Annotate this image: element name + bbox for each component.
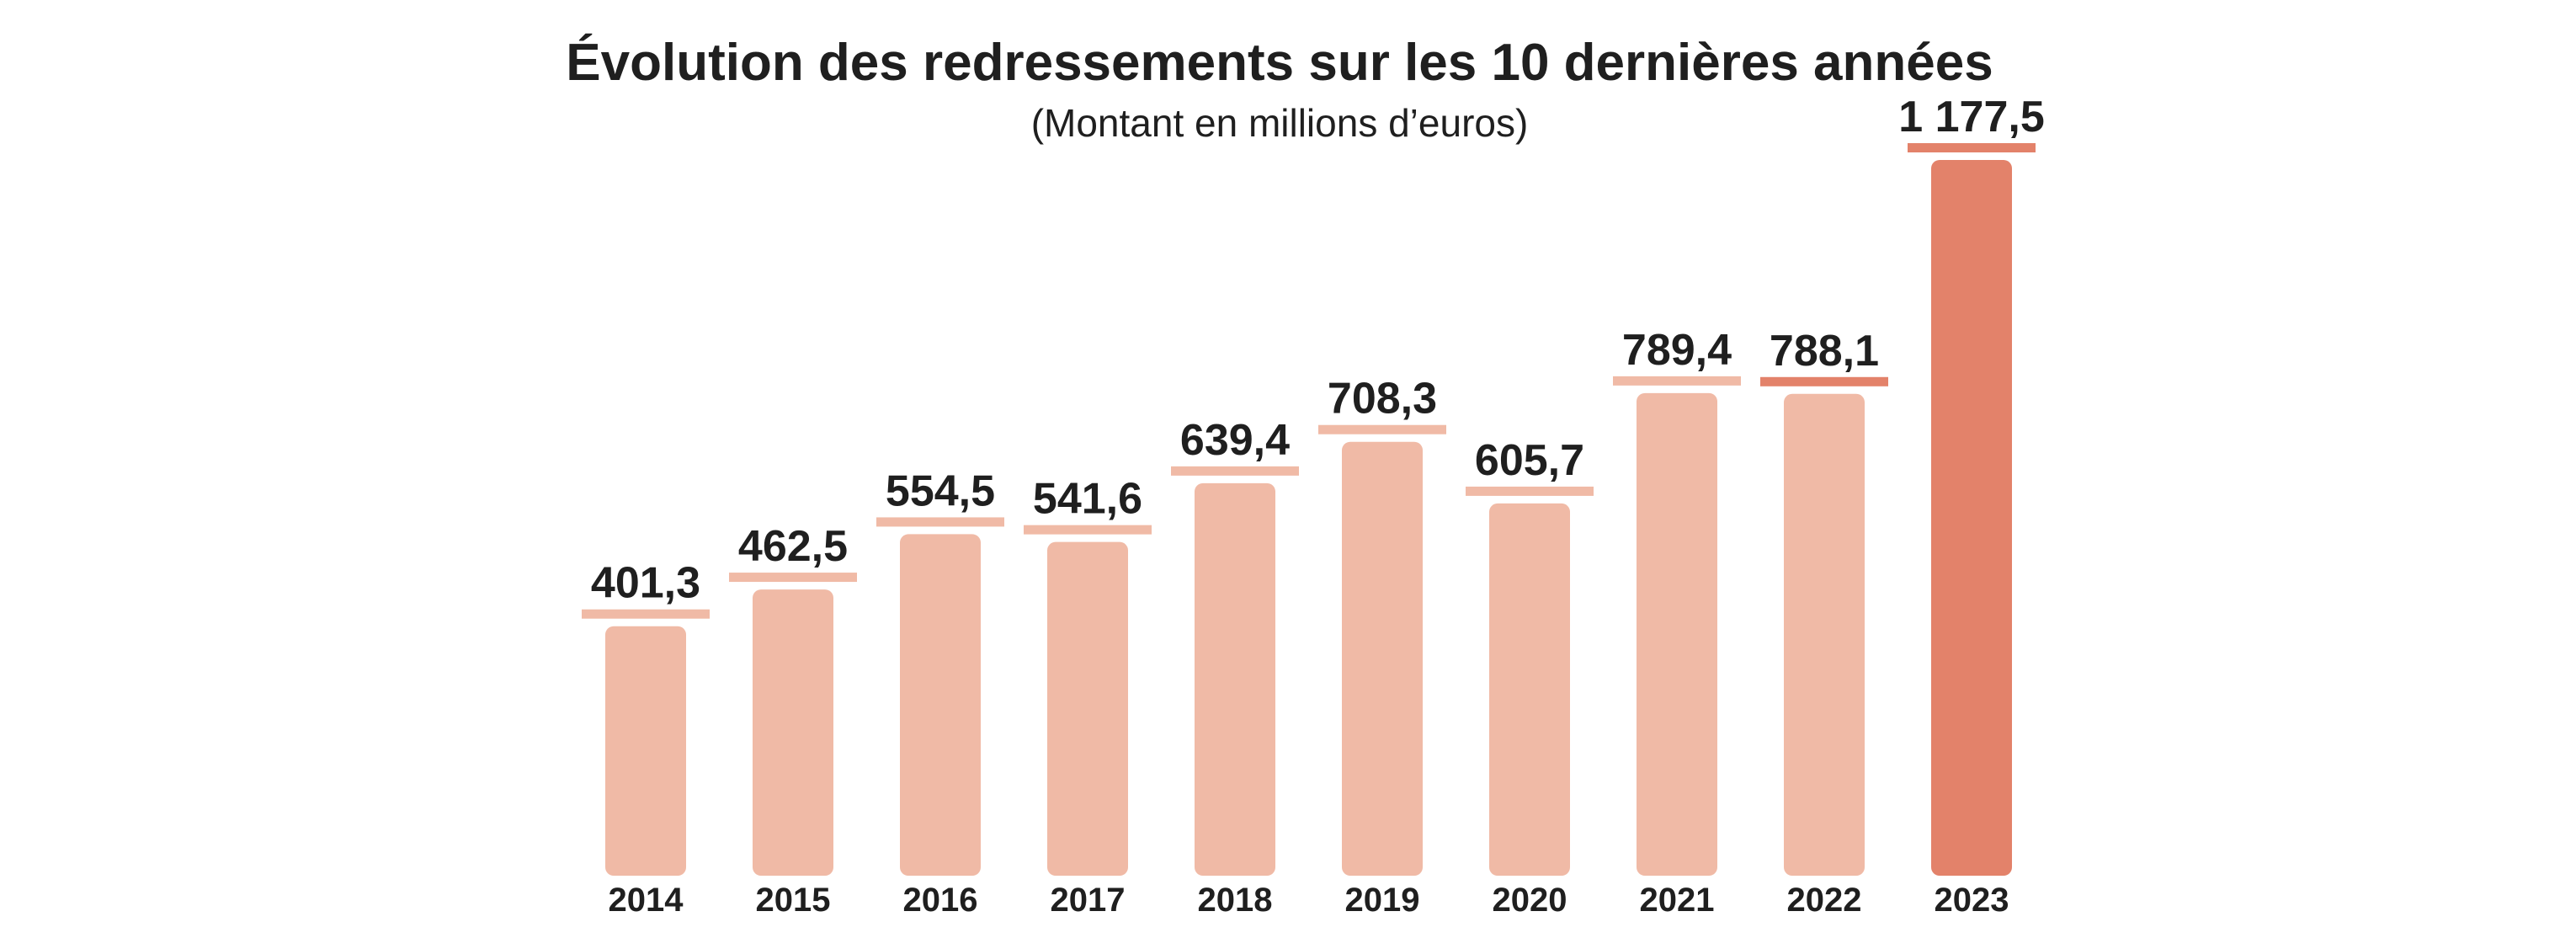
bar-2020 — [1489, 503, 1570, 876]
x-tick-label-2020: 2020 — [1493, 882, 1567, 919]
x-tick-label-2014: 2014 — [609, 882, 684, 919]
x-tick-label-2022: 2022 — [1787, 882, 1862, 919]
value-underline-2016 — [876, 517, 1004, 527]
value-underline-2019 — [1318, 424, 1446, 434]
x-tick-label-2016: 2016 — [903, 882, 978, 919]
x-tick-label-2018: 2018 — [1198, 882, 1273, 919]
bar-2021 — [1637, 392, 1717, 876]
value-underline-2022 — [1760, 376, 1888, 386]
value-underline-2021 — [1613, 376, 1741, 386]
value-underlines-group — [582, 143, 2036, 619]
value-label-2023: 1 177,5 — [1898, 93, 2045, 141]
bars-group — [605, 160, 2012, 876]
value-label-2020: 605,7 — [1475, 436, 1584, 485]
value-underline-2017 — [1024, 525, 1152, 535]
value-underline-2023 — [1908, 143, 2036, 152]
value-label-2015: 462,5 — [738, 522, 848, 571]
chart-subtitle: (Montant en millions d’euros) — [1031, 101, 1529, 145]
chart-title: Évolution des redressements sur les 10 d… — [566, 34, 1993, 92]
value-label-2014: 401,3 — [591, 559, 700, 608]
value-label-2016: 554,5 — [886, 466, 995, 515]
value-underline-2018 — [1171, 466, 1299, 476]
value-underline-2015 — [729, 573, 857, 583]
bar-2023 — [1931, 160, 2012, 876]
value-label-2018: 639,4 — [1180, 416, 1290, 465]
value-label-2022: 788,1 — [1770, 327, 1879, 376]
x-tick-label-2017: 2017 — [1051, 882, 1126, 919]
bar-2017 — [1047, 541, 1128, 876]
value-label-2021: 789,4 — [1622, 326, 1732, 375]
bar-2015 — [753, 589, 833, 876]
bar-2014 — [605, 626, 686, 876]
x-tick-label-2023: 2023 — [1935, 882, 2009, 919]
bar-2018 — [1195, 482, 1275, 876]
value-underline-2020 — [1466, 486, 1594, 496]
value-labels-group: 401,3 462,5 554,5 541,6 639,4 708,3 605,7 789,4… — [591, 93, 2045, 608]
x-tick-label-2021: 2021 — [1640, 882, 1715, 919]
value-label-2019: 708,3 — [1328, 375, 1437, 424]
value-label-2017: 541,6 — [1033, 475, 1142, 524]
bar-2016 — [900, 534, 981, 876]
x-axis-labels-group: 2014 2015 2016 2017 2018 2019 2020 2021 2022 2023 — [609, 882, 2009, 919]
bar-2019 — [1342, 441, 1423, 876]
x-tick-label-2019: 2019 — [1345, 882, 1420, 919]
value-underline-2014 — [582, 609, 710, 619]
bar-2022 — [1784, 393, 1865, 876]
x-tick-label-2015: 2015 — [756, 882, 831, 919]
